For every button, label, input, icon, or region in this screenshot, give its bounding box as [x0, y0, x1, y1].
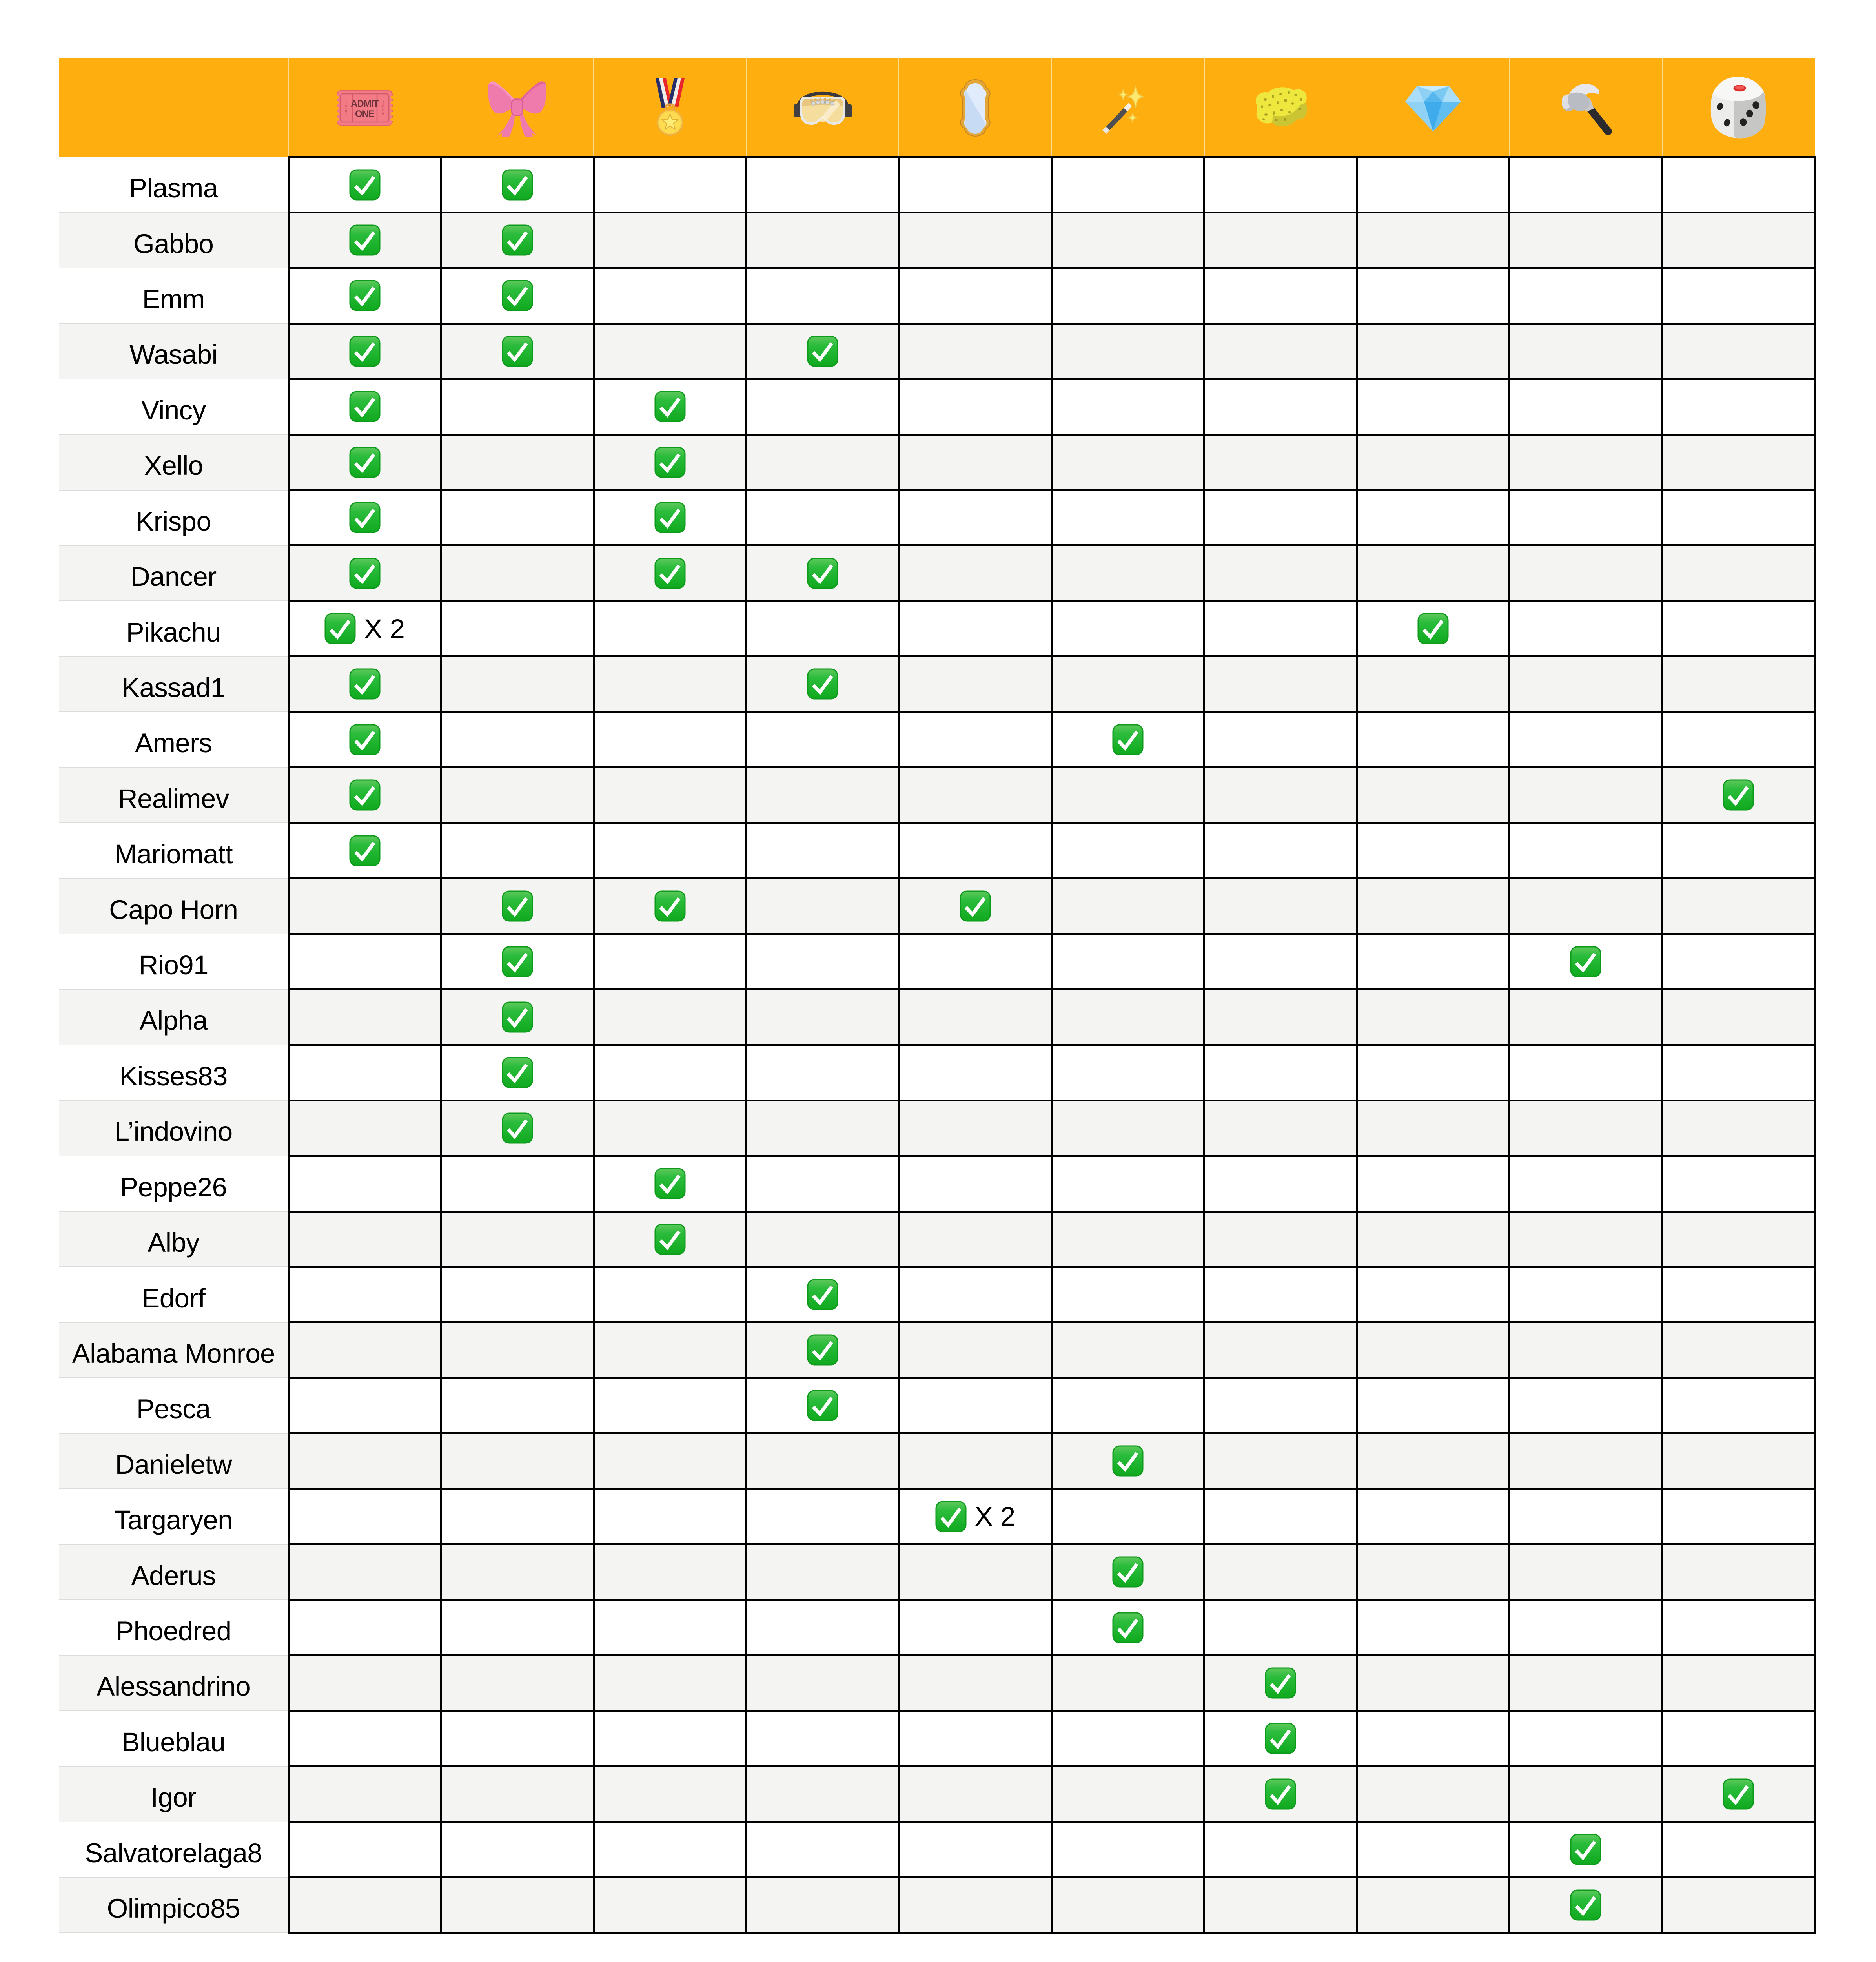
svg-text:ONE: ONE — [355, 109, 375, 119]
svg-text:0107982: 0107982 — [344, 100, 348, 115]
svg-text:ADMIT: ADMIT — [351, 98, 379, 109]
svg-text:0107982: 0107982 — [382, 100, 386, 115]
